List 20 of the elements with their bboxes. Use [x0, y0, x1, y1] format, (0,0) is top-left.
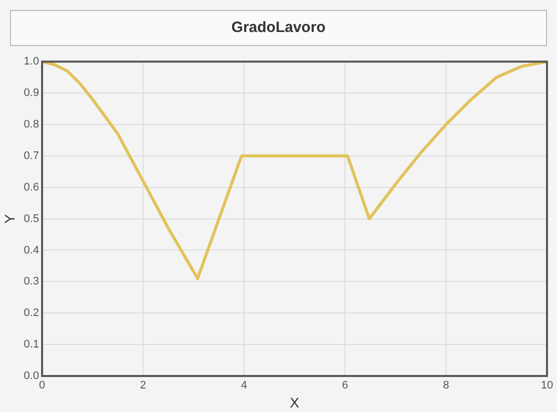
y-axis-title: Y	[1, 213, 18, 224]
x-tick-label: 2	[140, 380, 146, 392]
y-tick-label: 0.7	[24, 150, 40, 162]
x-tick-label: 4	[240, 380, 248, 392]
x-tick-label: 0	[39, 380, 46, 392]
y-tick-label: 1.0	[24, 56, 40, 68]
x-tick-label: 6	[342, 380, 348, 392]
y-tick-label: 0.4	[24, 244, 40, 256]
x-tick-label: 8	[442, 380, 450, 392]
y-tick-label: 0.8	[24, 118, 40, 131]
y-tick-label: 0.0	[24, 370, 40, 382]
y-tick-label: 0.6	[24, 181, 40, 194]
y-tick-label: 0.1	[24, 338, 40, 351]
y-tick-label: 0.9	[24, 87, 40, 100]
chart-title: GradoLavoro	[10, 10, 547, 46]
y-tick-label: 0.2	[24, 307, 40, 320]
y-tick-label: 0.5	[24, 212, 40, 225]
y-tick-label: 0.3	[24, 276, 40, 288]
x-tick-label: 10	[540, 380, 554, 392]
x-axis-title: X	[290, 394, 300, 410]
